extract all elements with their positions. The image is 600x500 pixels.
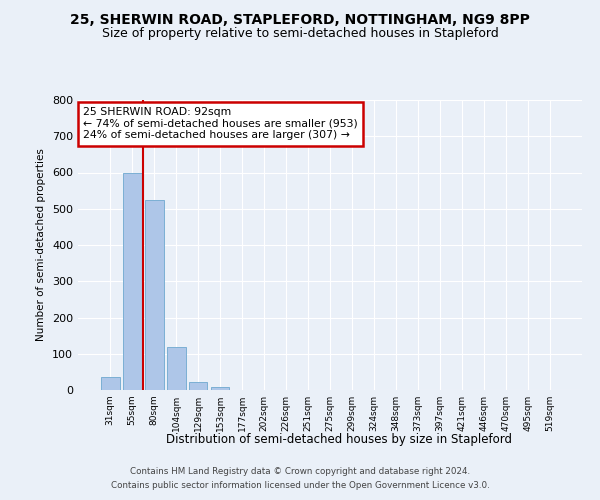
Text: Contains HM Land Registry data © Crown copyright and database right 2024.: Contains HM Land Registry data © Crown c…	[130, 468, 470, 476]
Bar	[123, 172, 142, 390]
Y-axis label: Number of semi-detached properties: Number of semi-detached properties	[37, 148, 46, 342]
Bar	[167, 346, 185, 390]
Bar	[189, 382, 208, 390]
Bar	[211, 387, 229, 390]
Text: 25 SHERWIN ROAD: 92sqm
← 74% of semi-detached houses are smaller (953)
24% of se: 25 SHERWIN ROAD: 92sqm ← 74% of semi-det…	[83, 108, 358, 140]
Text: Contains public sector information licensed under the Open Government Licence v3: Contains public sector information licen…	[110, 481, 490, 490]
Bar	[101, 378, 119, 390]
Bar	[145, 200, 164, 390]
Text: 25, SHERWIN ROAD, STAPLEFORD, NOTTINGHAM, NG9 8PP: 25, SHERWIN ROAD, STAPLEFORD, NOTTINGHAM…	[70, 12, 530, 26]
Text: Size of property relative to semi-detached houses in Stapleford: Size of property relative to semi-detach…	[101, 28, 499, 40]
Text: Distribution of semi-detached houses by size in Stapleford: Distribution of semi-detached houses by …	[166, 432, 512, 446]
